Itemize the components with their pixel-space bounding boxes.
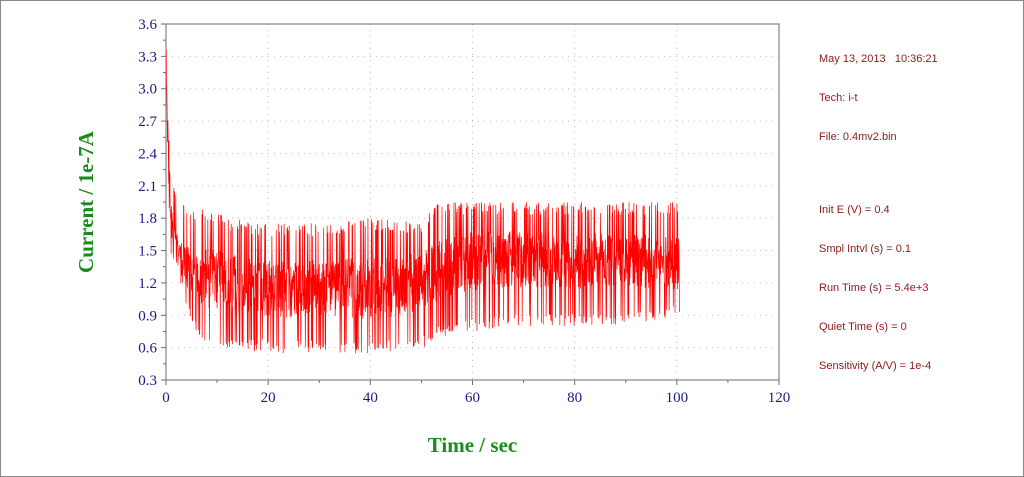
file-text: File: 0.4mv2.bin [819,131,897,143]
y-axis-title: Current / 1e-7A [74,130,98,273]
y-tick-label: 0.9 [138,308,157,324]
y-tick-label: 1.5 [138,244,157,260]
x-tick-label: 120 [768,390,791,406]
y-tick-label: 1.8 [138,211,157,227]
date-text: May 13, 2013 [819,53,886,65]
y-tick-label: 0.3 [138,373,157,389]
sample-interval-text: Smpl Intvl (s) = 0.1 [819,243,912,255]
y-tick-label: 3.3 [138,49,157,65]
y-tick-label: 2.7 [138,114,157,130]
run-time-text: Run Time (s) = 5.4e+3 [819,282,929,294]
y-tick-label: 2.4 [138,146,157,162]
timestamp-line: May 13, 2013 10:36:21 [819,53,938,66]
x-axis-title: Time / sec [428,433,517,457]
sensitivity-text: Sensitivity (A/V) = 1e-4 [819,360,932,372]
plot-area-frame [165,23,780,381]
tech-text: Tech: i-t [819,92,858,104]
experiment-info-panel: May 13, 2013 10:36:21 Tech: i-t File: 0.… [819,27,938,399]
x-tick-label: 60 [465,390,480,406]
tick-labels: 0 20 40 60 80 100 120 0.3 0.6 0.9 1.2 1.5 1.8 2.1 2.4 2… [138,17,790,406]
y-tick-label: 1.2 [138,276,157,292]
y-tick-label: 0.6 [138,341,157,357]
time-text: 10:36:21 [894,53,938,65]
x-tick-label: 40 [363,390,378,406]
x-tick-label: 80 [567,390,582,406]
x-tick-label: 0 [162,390,170,406]
y-tick-label: 3.0 [138,82,157,98]
axis-ticks [161,23,780,385]
init-e-text: Init E (V) = 0.4 [819,204,890,216]
x-tick-label: 20 [261,390,276,406]
y-tick-label: 2.1 [138,179,157,195]
x-tick-label: 100 [666,390,689,406]
grid [166,24,779,380]
quiet-time-text: Quiet Time (s) = 0 [819,321,907,333]
y-tick-label: 3.6 [138,17,157,33]
series-group [165,49,680,354]
current-trace-line [165,49,680,354]
